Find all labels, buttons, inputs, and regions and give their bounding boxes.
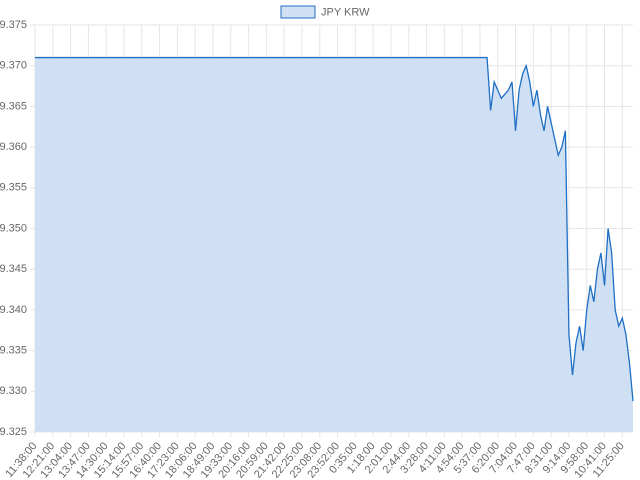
y-tick-label: 9.360	[0, 141, 27, 153]
y-tick-label: 9.365	[0, 100, 27, 112]
y-tick-label: 9.330	[0, 385, 27, 397]
y-tick-label: 9.335	[0, 345, 27, 357]
legend-swatch	[280, 5, 316, 19]
y-tick-label: 9.340	[0, 304, 27, 316]
legend-label: JPY KRW	[321, 6, 370, 18]
y-tick-label: 9.370	[0, 60, 27, 72]
y-tick-label: 9.375	[0, 19, 27, 31]
y-tick-label: 9.325	[0, 426, 27, 438]
y-tick-label: 9.345	[0, 263, 27, 275]
y-tick-label: 9.350	[0, 222, 27, 234]
y-tick-label: 9.355	[0, 182, 27, 194]
area	[35, 57, 633, 433]
line	[35, 56, 634, 402]
